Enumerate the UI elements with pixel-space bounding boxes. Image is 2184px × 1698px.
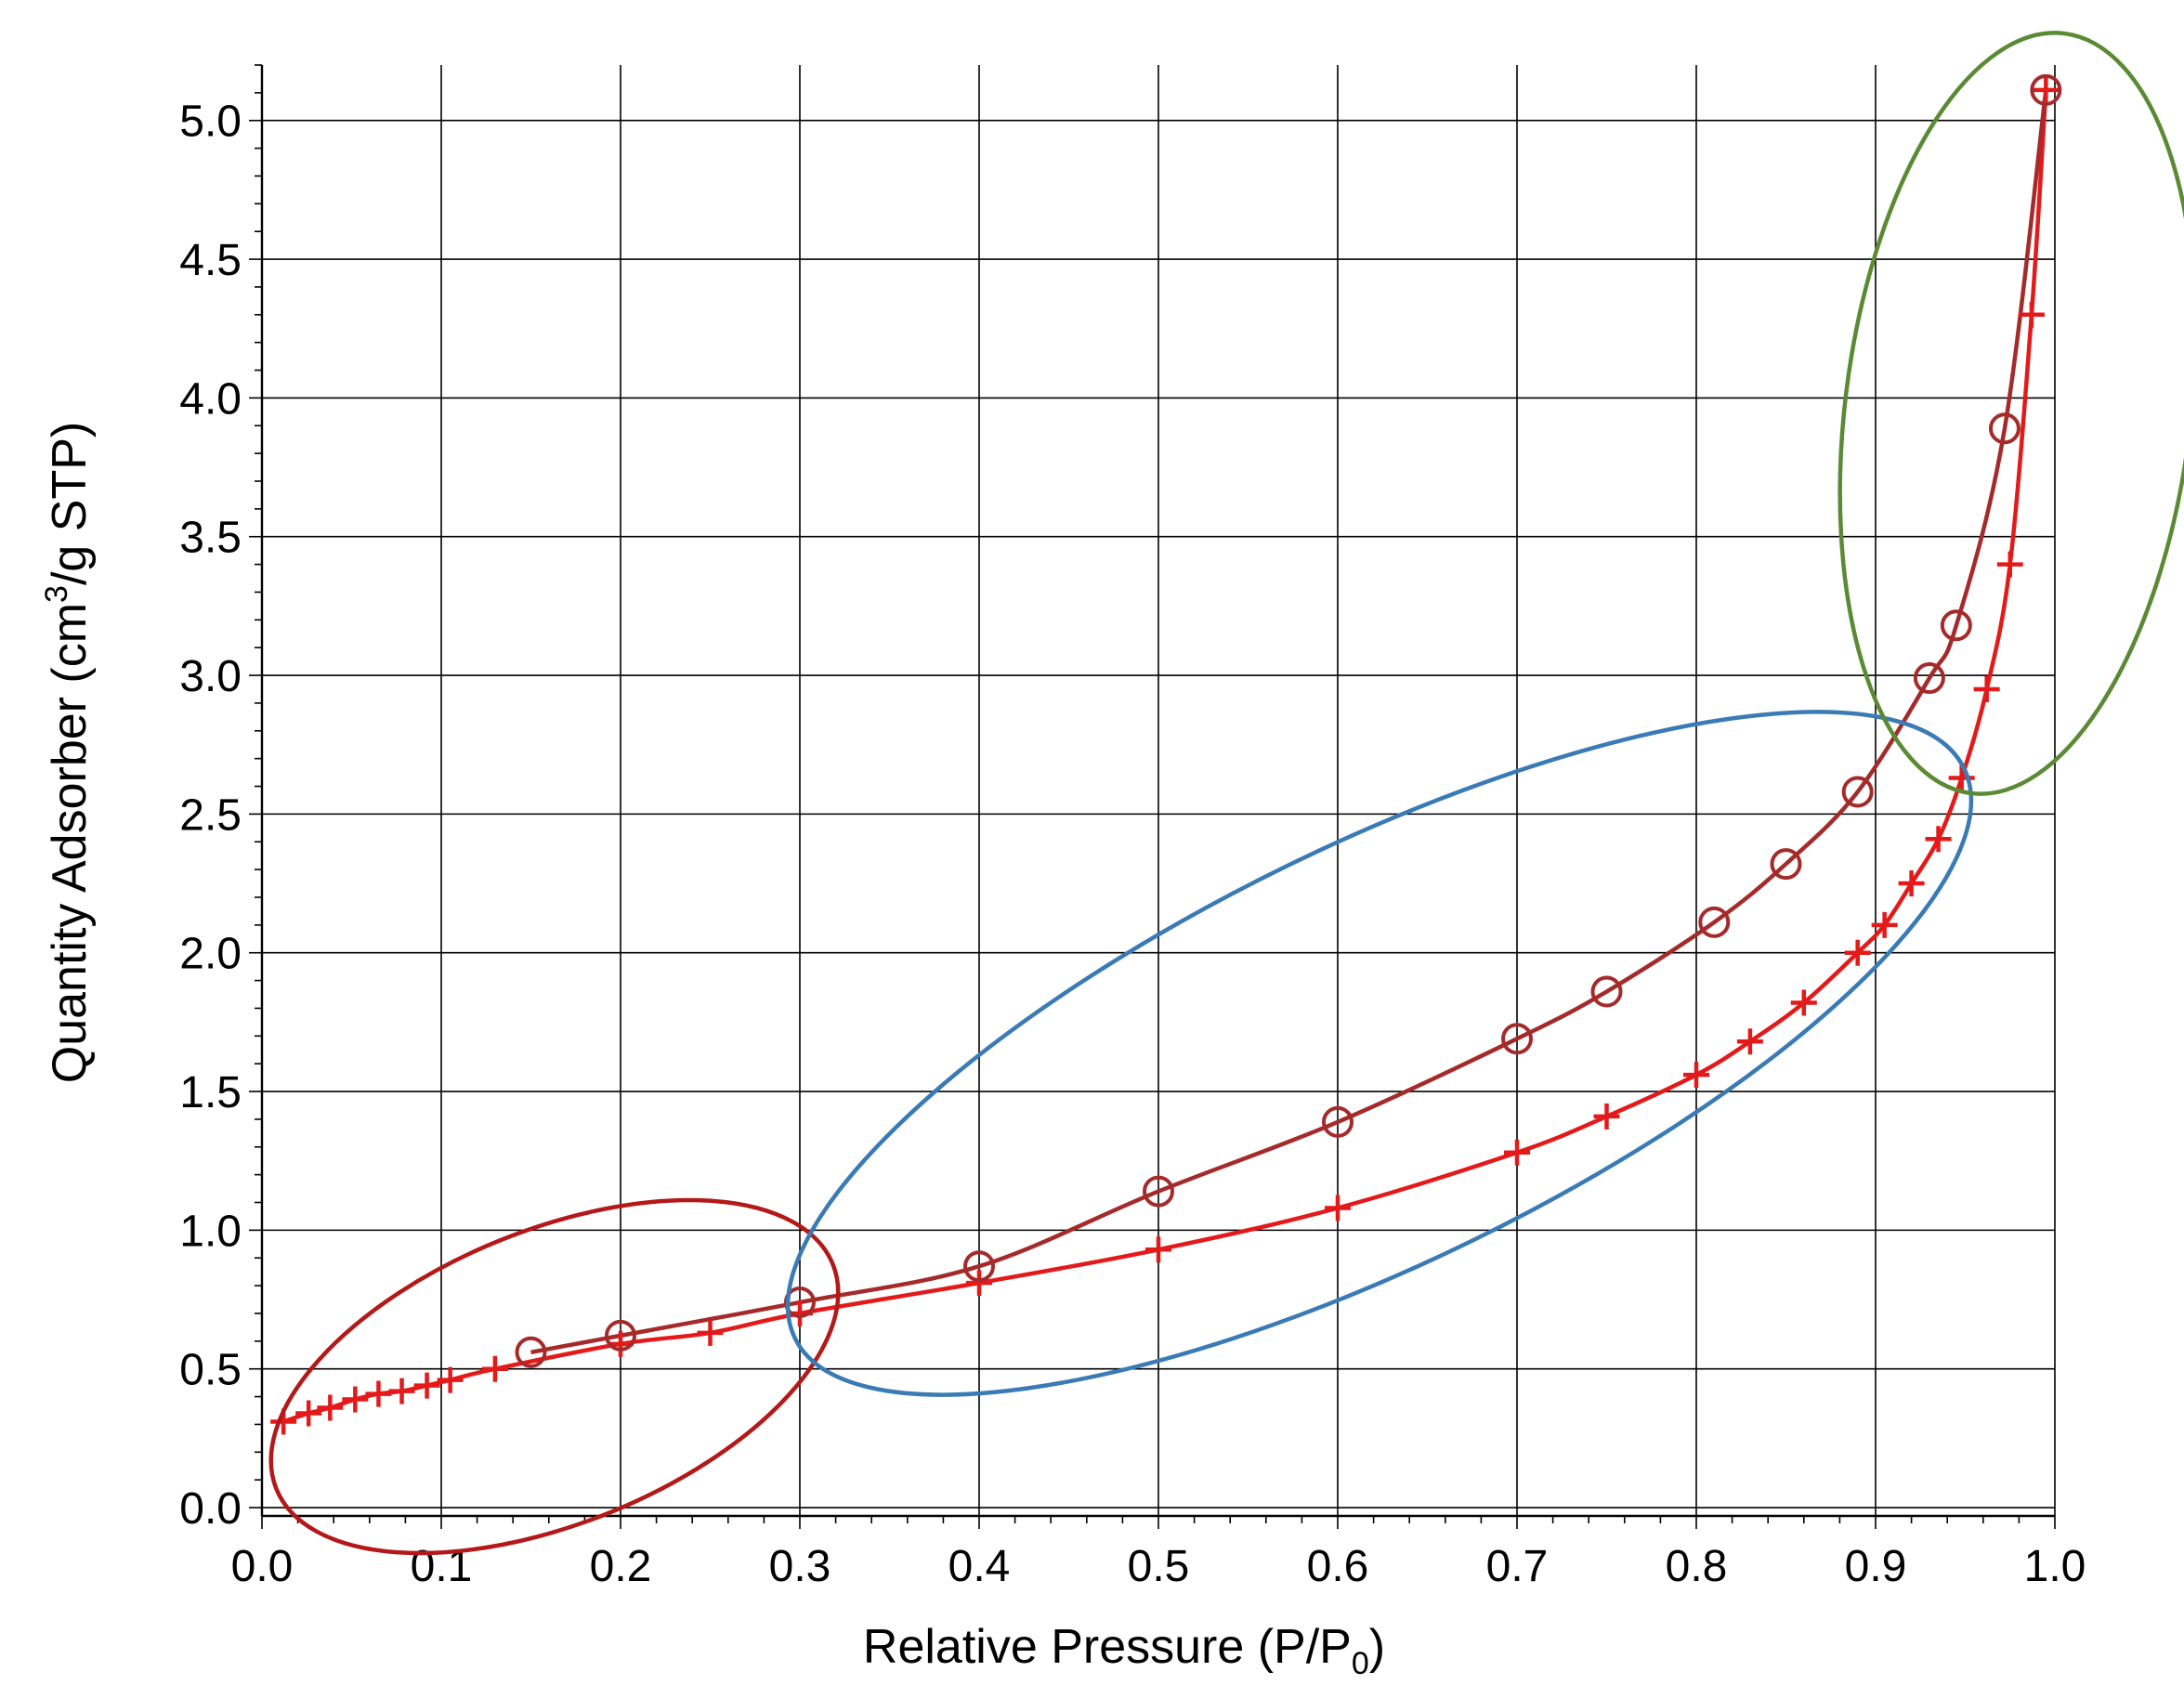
- annotation-ellipses: [268, 31, 2184, 1556]
- x-tick-label: 0.2: [590, 1542, 652, 1591]
- circle-marker: [1841, 776, 1874, 808]
- y-axis-title: Quantity Adsorber (cm3/g STP): [39, 422, 97, 1084]
- plus-marker: [1145, 1236, 1171, 1263]
- x-tick-label: 0.9: [1845, 1542, 1907, 1591]
- plus-marker: [437, 1366, 464, 1393]
- annotation-ellipse-2: [1837, 31, 2184, 796]
- plus-marker: [697, 1319, 724, 1346]
- circle-marker: [1988, 412, 2021, 445]
- circle-marker: [515, 1336, 547, 1368]
- circle-marker: [605, 1319, 636, 1352]
- annotation-ellipse-0: [268, 1197, 841, 1556]
- plus-marker: [295, 1400, 322, 1427]
- circle-marker: [1143, 1175, 1174, 1208]
- x-tick-label: 0.7: [1486, 1542, 1549, 1591]
- circle-marker: [1698, 906, 1731, 938]
- x-tick-label: 1.0: [2024, 1542, 2086, 1591]
- plus-marker: [1683, 1062, 1709, 1089]
- circle-marker: [1770, 848, 1802, 881]
- plus-marker: [1504, 1139, 1530, 1166]
- plus-marker: [481, 1355, 508, 1382]
- y-tick-labels: 0.0 0.5 1.0 1.5 2.0 2.5 3.0 3.5 4.0 4.5 5.0: [179, 98, 242, 1534]
- plus-marker: [1871, 911, 1898, 938]
- plus-marker: [1844, 939, 1871, 966]
- y-tick-label: 4.0: [179, 374, 242, 424]
- plus-marker: [365, 1380, 392, 1407]
- x-tick-label: 0.4: [948, 1542, 1011, 1591]
- y-tick-label: 2.0: [179, 930, 242, 979]
- y-tick-label: 0.5: [179, 1346, 242, 1395]
- grid-lines: [261, 65, 2056, 1516]
- y-tick-label: 2.5: [179, 790, 242, 840]
- plus-marker: [966, 1270, 992, 1297]
- plus-marker: [1948, 764, 1975, 791]
- annotation-ellipse-1: [785, 710, 1974, 1397]
- circle-marker: [1940, 609, 1972, 642]
- plus-marker: [608, 1330, 634, 1357]
- series-line-1: [530, 89, 2048, 1355]
- x-tick-label: 0.0: [231, 1542, 294, 1591]
- x-tick-label: 0.5: [1128, 1542, 1190, 1591]
- y-tick-label: 0.0: [179, 1484, 242, 1534]
- plus-marker: [413, 1372, 440, 1399]
- plus-marker: [1973, 675, 2000, 702]
- y-tick-label: 1.5: [179, 1068, 242, 1117]
- y-tick-label: 4.5: [179, 236, 242, 285]
- y-tick-label: 3.5: [179, 514, 242, 563]
- plus-marker: [1790, 989, 1817, 1016]
- plus-marker: [388, 1378, 415, 1404]
- y-tick-label: 1.0: [179, 1207, 242, 1256]
- circle-marker: [2030, 73, 2062, 106]
- y-tick-label: 5.0: [179, 98, 242, 147]
- circle-marker: [1322, 1105, 1354, 1138]
- plus-marker: [1925, 826, 1952, 853]
- plus-marker: [2033, 76, 2060, 103]
- plus-marker: [1898, 870, 1925, 897]
- plus-marker: [1325, 1195, 1351, 1221]
- x-tick-label: 0.6: [1307, 1542, 1369, 1591]
- axes: [260, 65, 2055, 1518]
- plus-marker: [342, 1386, 369, 1413]
- circle-marker: [963, 1250, 995, 1283]
- circle-marker: [1590, 975, 1623, 1008]
- x-tick-label: 0.3: [769, 1542, 831, 1591]
- series-markers: [270, 73, 2062, 1435]
- circle-marker: [1501, 1023, 1533, 1055]
- plus-marker: [2018, 301, 2045, 328]
- plus-marker: [1996, 551, 2023, 578]
- plus-marker: [1736, 1028, 1763, 1055]
- circle-marker: [1913, 662, 1945, 695]
- y-tick-label: 3.0: [179, 652, 242, 701]
- plus-marker: [317, 1394, 344, 1421]
- minor-ticks: [249, 64, 2056, 1529]
- x-tick-label: 0.8: [1666, 1542, 1728, 1591]
- x-tick-labels: 0.0 0.1 0.2 0.3 0.4 0.5 0.6 0.7 0.8 0.9 1.0: [231, 1542, 2086, 1591]
- x-axis-title: Relative Pressure (P/P0): [863, 1620, 1385, 1681]
- plus-marker: [1593, 1103, 1620, 1130]
